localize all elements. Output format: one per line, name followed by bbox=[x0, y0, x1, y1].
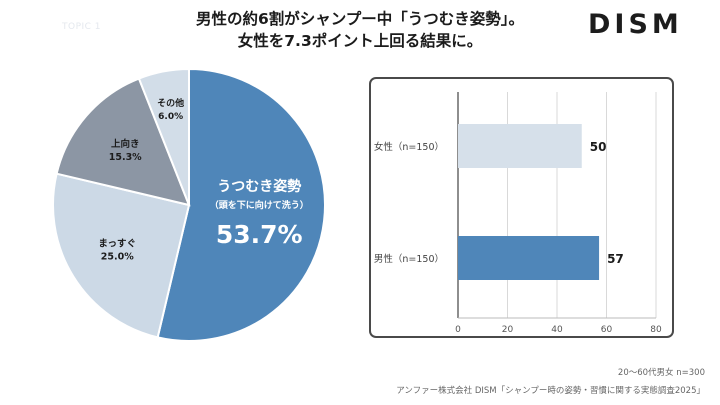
slice-category-uemuki: 上向き bbox=[111, 138, 140, 150]
brand-logo: DISM bbox=[588, 9, 683, 40]
source-note: アンファー株式会社 DISM「シャンプー時の姿勢・習慣に関する実態調査2025」 bbox=[396, 386, 705, 396]
pie-slice-uemuki bbox=[55, 77, 191, 207]
slice-value-uemuki: 15.3% bbox=[109, 152, 142, 163]
slice-value-utsumuki: 53.7% bbox=[216, 220, 303, 249]
pie-slice-massugu bbox=[52, 172, 191, 339]
slice-category-massugu: まっすぐ bbox=[98, 237, 136, 249]
slice-category-sonota: その他 bbox=[157, 97, 184, 109]
slice-category-utsumuki: うつむき姿勢 bbox=[217, 178, 301, 195]
headline-line-2: 女性を7.3ポイント上回る結果に。 bbox=[237, 32, 483, 50]
slice-value-sonota: 6.0% bbox=[158, 112, 183, 122]
slice-note-utsumuki: （頭を下に向けて洗う） bbox=[210, 199, 309, 211]
sample-note: 20〜60代男女 n=300 bbox=[617, 368, 705, 378]
headline: 男性の約6割がシャンプー中「うつむき姿勢」。 女性を7.3ポイント上回る結果に。 bbox=[185, 8, 535, 54]
pie-slice-sonota bbox=[137, 67, 190, 206]
slice-value-massugu: 25.0% bbox=[101, 251, 134, 262]
topic-tag: TOPIC 1 bbox=[62, 22, 102, 32]
pie-slice-utsumuki bbox=[156, 67, 326, 342]
headline-line-1: 男性の約6割がシャンプー中「うつむき姿勢」。 bbox=[195, 10, 525, 28]
bar-chart-frame bbox=[369, 77, 674, 338]
